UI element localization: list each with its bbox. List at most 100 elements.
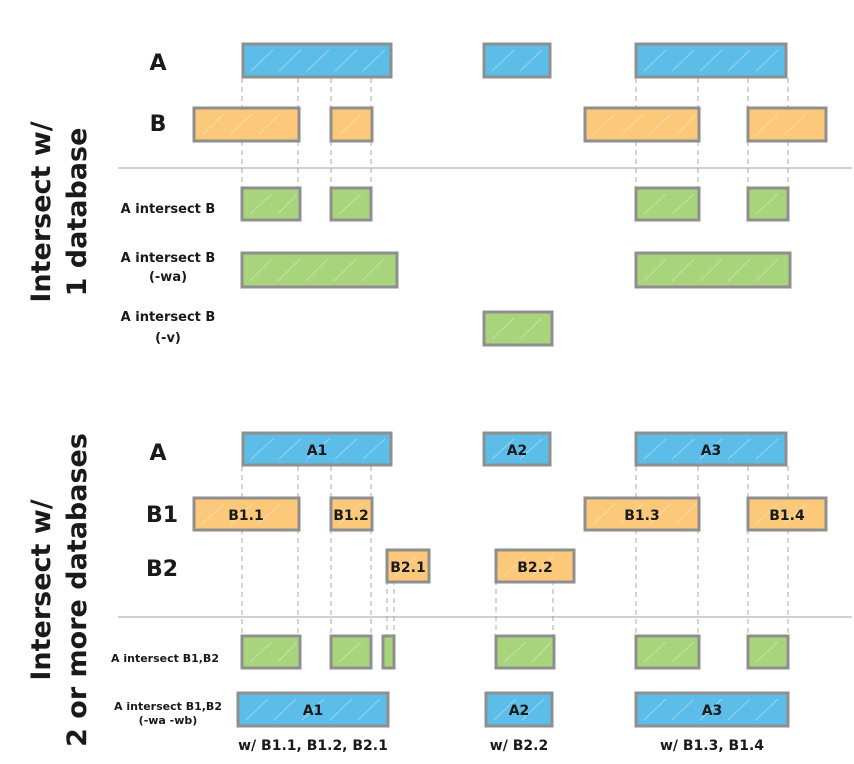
- bar-sheen-stroke: [201, 113, 225, 136]
- bar-sheen-stroke: [676, 503, 697, 525]
- bar-sheen-stroke: [305, 258, 329, 282]
- bar-sheen-stroke: [278, 438, 302, 460]
- bottom-b2-box-1-label: B2.1: [390, 560, 425, 576]
- bar-sheen-stroke: [671, 641, 695, 663]
- bottom-row-b1: B1.1 B1.2 B1.3 B1.4: [192, 496, 828, 532]
- bar-sheen-stroke: [755, 438, 779, 460]
- bar-sheen-stroke: [250, 438, 274, 460]
- bar-sheen-stroke: [201, 503, 225, 525]
- top-row-wa-label-line2: (-wa): [149, 270, 187, 285]
- top-b-interval-1: [192, 106, 301, 143]
- top-v-interval-1: [482, 310, 554, 347]
- bottom-wawb-box-a1: [236, 691, 390, 728]
- top-a-interval-2: [482, 42, 552, 79]
- bar-sheen-stroke: [362, 438, 386, 460]
- bar-sheen-stroke: [491, 438, 515, 460]
- top-result-interval-1: [240, 186, 302, 222]
- top-b-interval-2: [329, 106, 374, 143]
- bar-sheen-stroke: [250, 49, 274, 72]
- bottom-row-b2: B2.1 B2.2: [385, 548, 576, 584]
- bar-sheen-stroke: [493, 698, 517, 721]
- bottom-b1-box-3-label: B1.3: [624, 508, 659, 524]
- top-row-a: [241, 42, 788, 79]
- bar-sheen-stroke: [643, 641, 667, 663]
- top-row-v-label-line1: A intersect B: [121, 310, 216, 325]
- bar-sheen-stroke: [643, 49, 667, 72]
- bottom-section-title-line1: Intersect w/: [26, 499, 57, 680]
- bottom-b1-box-4: [746, 496, 828, 532]
- bar-sheen-stroke: [531, 555, 555, 577]
- bar-sheen-stroke: [491, 317, 515, 340]
- bar-sheen-stroke: [229, 113, 253, 136]
- top-a-interval-1: [241, 42, 393, 79]
- bar-sheen-stroke: [755, 113, 779, 136]
- top-wa-interval-1: [240, 251, 399, 289]
- bar-sheen-stroke: [648, 113, 672, 136]
- top-row-b-label: B: [150, 112, 167, 137]
- bottom-result-interval-4: [494, 634, 556, 670]
- bottom-result-interval-1: [240, 634, 302, 670]
- bottom-b1-box-2: [329, 496, 374, 532]
- bar-sheen-stroke: [361, 258, 385, 282]
- bar-sheen-stroke: [229, 503, 253, 525]
- bar-sheen-stroke: [521, 698, 545, 721]
- top-b-interval-3: [583, 106, 701, 143]
- bar-sheen-stroke: [620, 503, 644, 525]
- top-wa-interval-2: [634, 251, 792, 289]
- bottom-caption-a1: w/ B1.1, B1.2, B2.1: [238, 738, 388, 754]
- bar-sheen-stroke: [334, 438, 358, 460]
- top-row-intersect-label: A intersect B: [121, 202, 216, 217]
- bar-sheen-stroke: [671, 438, 695, 460]
- top-result-interval-3: [634, 186, 701, 222]
- bottom-wawb-box-a2: [484, 691, 554, 728]
- bar-sheen-stroke: [643, 698, 667, 721]
- bottom-row-b1-label: B1: [146, 503, 178, 528]
- bottom-b2-box-2-label: B2.2: [517, 560, 552, 576]
- bar-sheen-stroke: [783, 113, 807, 136]
- bottom-b2-box-2: [494, 548, 576, 584]
- bottom-b1-box-3: [583, 496, 701, 532]
- top-a-interval-3: [634, 42, 788, 79]
- top-result-interval-2: [329, 186, 373, 222]
- bottom-result-interval-6: [746, 634, 790, 670]
- bottom-guide-lines: [241, 466, 789, 637]
- top-result-interval-4: [746, 186, 790, 222]
- bottom-a-box-a1: [241, 431, 393, 467]
- bottom-b1-box-2-label: B1.2: [333, 508, 368, 524]
- bar-sheen-stroke: [519, 49, 543, 72]
- bar-sheen-stroke: [620, 113, 644, 136]
- bar-sheen-stroke: [671, 698, 695, 721]
- bottom-a-box-a1-label: A1: [307, 443, 328, 459]
- bar-sheen-stroke: [249, 641, 273, 663]
- bottom-b1-box-1-label: B1.1: [228, 508, 263, 524]
- bottom-wawb-box-a3-label: A3: [702, 703, 723, 719]
- top-section-title-line1: Intersect w/: [26, 121, 57, 302]
- top-row-intersect-wa: [240, 251, 792, 289]
- bar-sheen-stroke: [357, 698, 381, 721]
- bar-sheen-stroke: [755, 49, 779, 72]
- bar-sheen-stroke: [592, 113, 616, 136]
- bottom-section-title-line2: 2 or more databases: [62, 433, 93, 747]
- bar-sheen-stroke: [306, 438, 330, 460]
- bottom-row-intersect: [240, 634, 790, 670]
- bar-sheen-stroke: [278, 49, 302, 72]
- bar-sheen-stroke: [755, 641, 779, 663]
- bottom-wawb-box-a1-label: A1: [303, 703, 324, 719]
- bar-sheen-stroke: [699, 258, 723, 282]
- top-row-a-label: A: [149, 51, 166, 76]
- bar-sheen-stroke: [727, 438, 751, 460]
- bottom-wawb-box-a3: [634, 691, 790, 728]
- bar-sheen-stroke: [257, 503, 281, 525]
- bar-sheen-stroke: [277, 258, 301, 282]
- bottom-caption-a3: w/ B1.3, B1.4: [660, 738, 764, 754]
- bar-sheen-stroke: [301, 698, 325, 721]
- bar-sheen-stroke: [362, 49, 386, 72]
- bar-sheen-stroke: [671, 258, 695, 282]
- bar-sheen-stroke: [334, 49, 358, 72]
- bar-sheen-stroke: [277, 641, 298, 663]
- bar-sheen-stroke: [245, 698, 269, 721]
- bar-sheen-stroke: [338, 193, 362, 215]
- bar-sheen-stroke: [755, 193, 779, 215]
- bottom-a-box-a3: [634, 431, 788, 467]
- bottom-row-wawb-label-line2: (-wa -wb): [139, 714, 198, 727]
